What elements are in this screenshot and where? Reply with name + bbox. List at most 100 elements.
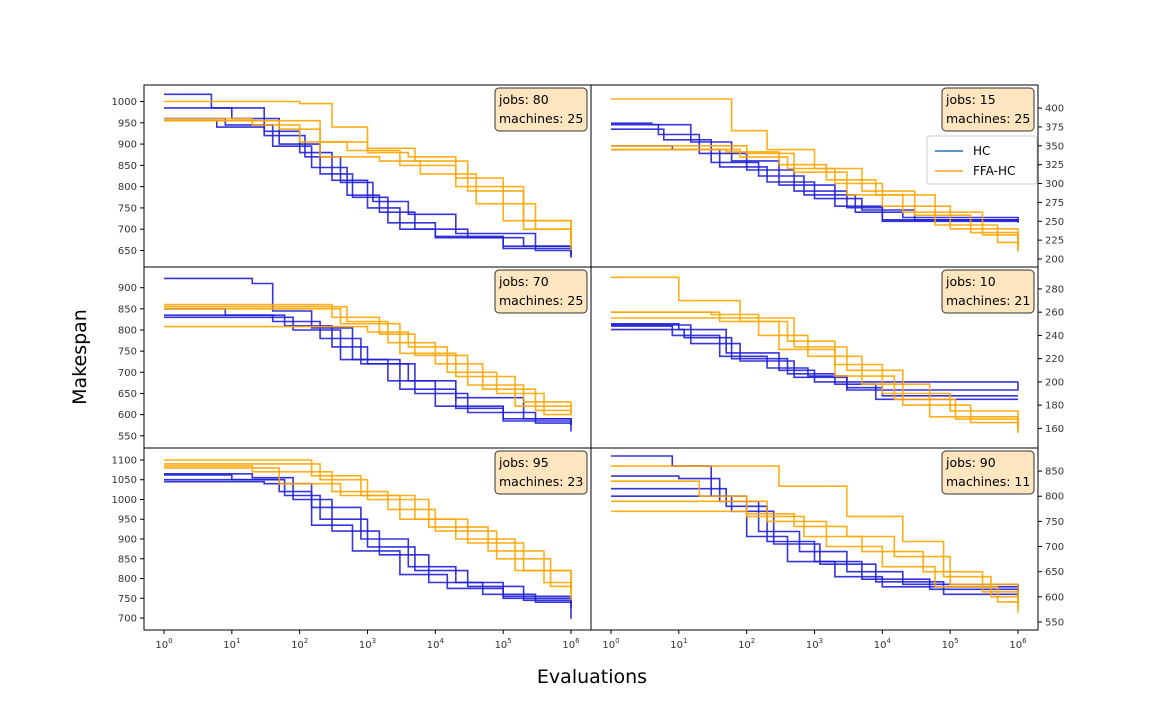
legend-label: FFA-HC	[973, 164, 1015, 178]
hc-series-line-3	[164, 119, 572, 258]
y-tick-label: 225	[1045, 236, 1064, 247]
hc-series-line-3	[611, 324, 1019, 391]
hc-series-line-3	[611, 495, 1019, 597]
ffa-hc-series-line-6	[611, 317, 1019, 427]
y-tick-label: 350	[1045, 141, 1064, 152]
ffa-hc-series-line-6	[164, 117, 572, 247]
y-tick-label: 250	[1045, 217, 1064, 228]
x-tick-label: 105	[942, 637, 959, 651]
ffa-hc-series-line-4	[164, 459, 572, 595]
y-tick-label: 325	[1045, 160, 1064, 171]
y-tick-label: 260	[1045, 308, 1064, 319]
x-tick-label: 103	[359, 637, 376, 651]
panel-top-right: 200 225 250 275 300 325 350 375 400 jobs: 15 machi…	[590, 84, 1064, 268]
ffa-hc-series-line-4	[611, 98, 1019, 252]
machines-label: machines: 11	[946, 474, 1030, 489]
jobs-label: jobs: 80	[498, 92, 549, 107]
x-tick-label: 102	[738, 637, 755, 651]
y-tick-label: 220	[1045, 354, 1064, 365]
x-tick-label: 103	[806, 637, 823, 651]
x-tick-label: 101	[223, 637, 240, 651]
ffa-hc-series-line-5	[164, 463, 572, 591]
x-tick-label: 102	[291, 637, 308, 651]
jobs-label: jobs: 70	[498, 274, 549, 289]
y-tick-label: 750	[1045, 517, 1064, 528]
y-tick-label: 650	[1045, 567, 1064, 578]
machines-label: machines: 23	[499, 474, 583, 489]
y-tick-label: 900	[118, 535, 137, 546]
panel-bottom-right: 550 600 650 700 750 800 850 100 101 102 103 104 105 1…	[590, 447, 1064, 651]
y-tick-label: 180	[1045, 401, 1064, 412]
ffa-hc-series-line-5	[611, 311, 1019, 433]
y-tick-label: 400	[1045, 104, 1064, 115]
y-tick-label: 200	[1045, 377, 1064, 388]
y-tick-label: 900	[118, 140, 137, 151]
hc-series-line-1	[164, 107, 572, 257]
info-box	[941, 269, 1035, 314]
y-tick-label: 1050	[112, 475, 137, 486]
x-tick-label: 105	[495, 637, 512, 651]
legend-label: HC	[973, 144, 990, 158]
y-tick-label: 750	[118, 203, 137, 214]
panel-bottom-left: 700 750 800 850 900 950 1000 1050 1100 100 101 102 1…	[112, 447, 592, 651]
y-tick-label: 550	[1045, 618, 1064, 629]
info-box	[941, 87, 1035, 132]
y-tick-label: 700	[118, 614, 137, 625]
hc-series-line-1	[164, 478, 572, 605]
y-tick-label: 700	[1045, 542, 1064, 553]
series-group	[164, 277, 572, 432]
x-tick-label: 104	[874, 637, 892, 651]
y-tick-label: 1000	[112, 97, 137, 108]
machines-label: machines: 25	[499, 111, 583, 126]
hc-series-line-2	[164, 314, 572, 424]
info-box	[494, 269, 588, 314]
info-box	[494, 450, 588, 495]
series-group	[164, 459, 572, 619]
y-tick-label: 375	[1045, 122, 1064, 133]
series-group	[611, 455, 1019, 613]
ffa-hc-series-line-6	[164, 325, 572, 416]
ffa-hc-series-line-7	[164, 467, 572, 593]
series-group	[611, 276, 1019, 433]
panel-middle-right: 160 180 200 220 240 260 280 jobs: 10 machines: 2…	[590, 266, 1064, 449]
series-group	[611, 98, 1019, 252]
y-tick-label: 900	[118, 283, 137, 294]
y-tick-label: 850	[118, 161, 137, 172]
y-tick-label: 650	[118, 246, 137, 257]
ffa-hc-series-line-7	[611, 311, 1019, 429]
y-tick-label: 1100	[112, 455, 137, 466]
y-tick-label: 700	[118, 368, 137, 379]
x-tick-label: 100	[602, 637, 619, 651]
panel-middle-left: 550 600 650 700 750 800 850 900 jobs: 70 machines…	[118, 266, 592, 449]
hc-series-line-0	[164, 93, 572, 255]
info-box	[941, 450, 1035, 495]
y-tick-label: 750	[118, 347, 137, 358]
x-tick-label: 106	[562, 637, 580, 651]
y-tick-label: 550	[118, 431, 137, 442]
y-tick-label: 160	[1045, 424, 1064, 435]
ffa-hc-series-line-7	[611, 500, 1019, 613]
jobs-label: jobs: 90	[945, 455, 996, 470]
x-axis-label: Evaluations	[537, 666, 647, 688]
ffa-hc-series-line-6	[611, 480, 1019, 607]
y-tick-label: 240	[1045, 331, 1064, 342]
series-group	[164, 93, 572, 258]
jobs-label: jobs: 15	[945, 92, 996, 107]
y-tick-label: 600	[118, 410, 137, 421]
ffa-hc-series-line-7	[164, 119, 572, 251]
jobs-label: jobs: 10	[945, 274, 996, 289]
y-tick-label: 950	[118, 118, 137, 129]
machines-label: machines: 25	[499, 293, 583, 308]
y-tick-label: 850	[118, 304, 137, 315]
y-tick-label: 850	[118, 554, 137, 565]
ffa-hc-series-line-4	[611, 465, 1019, 605]
y-tick-label: 800	[118, 574, 137, 585]
y-tick-label: 280	[1045, 284, 1064, 295]
ffa-hc-series-line-5	[164, 119, 572, 240]
y-tick-label: 800	[118, 326, 137, 337]
y-axis-label: Makespan	[69, 309, 91, 405]
x-tick-label: 106	[1009, 637, 1027, 651]
legend-box	[926, 135, 1038, 185]
hc-series-line-2	[611, 328, 1018, 401]
hc-series-line-1	[611, 325, 1018, 397]
